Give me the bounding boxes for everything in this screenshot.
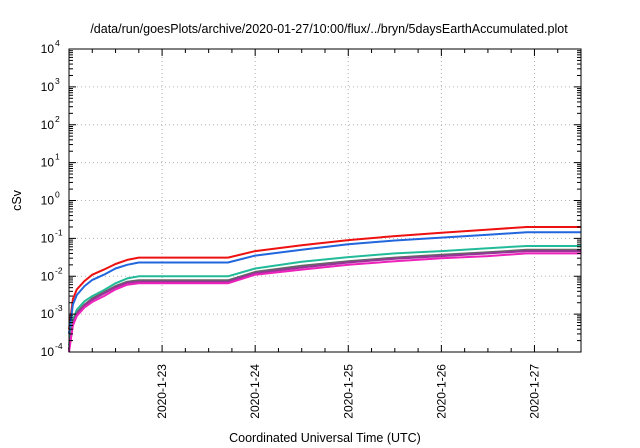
- y-tick-base: 10: [41, 80, 55, 94]
- y-tick-label: 10 -3: [41, 303, 63, 321]
- series-line-6: [68, 252, 581, 353]
- y-tick-label: 10 0: [41, 190, 60, 208]
- y-tick-label: 10 4: [41, 38, 60, 56]
- y-tick-exponent: -4: [55, 341, 63, 351]
- x-tick-label: 2020-1-26: [434, 364, 448, 419]
- grid: [69, 49, 581, 352]
- y-tick-base: 10: [41, 231, 55, 245]
- y-tick-exponent: 3: [55, 76, 60, 86]
- y-tick-label: 10 -2: [41, 265, 63, 283]
- y-tick-exponent: 0: [55, 190, 60, 200]
- x-tick-label: 2020-1-27: [527, 364, 541, 419]
- y-tick-base: 10: [41, 42, 55, 56]
- y-tick-base: 10: [41, 194, 55, 208]
- y-tick-label: 10 1: [41, 152, 60, 170]
- y-tick-exponent: -1: [55, 227, 63, 237]
- series-line-1: [68, 226, 581, 330]
- y-tick-exponent: 4: [55, 38, 60, 48]
- y-tick-label: 10 2: [41, 114, 60, 132]
- y-tick-base: 10: [41, 307, 55, 321]
- x-axis-label: Coordinated Universal Time (UTC): [229, 431, 421, 445]
- y-tick-label: 10 -4: [41, 341, 63, 359]
- y-tick-label: 10 3: [41, 76, 60, 94]
- x-tick-label: 2020-1-24: [248, 364, 262, 419]
- series-line-5: [68, 250, 581, 351]
- x-tick-label: 2020-1-25: [341, 364, 355, 419]
- x-axis-ticks: 2020-1-23 2020-1-24 2020-1-25 2020-1-26 2020…: [91, 49, 559, 419]
- y-tick-base: 10: [41, 269, 55, 283]
- y-tick-label: 10 -1: [41, 227, 63, 245]
- y-tick-exponent: 1: [55, 152, 60, 162]
- series-line-2: [68, 231, 581, 335]
- chart-title: /data/run/goesPlots/archive/2020-01-27/1…: [90, 22, 568, 36]
- y-tick-base: 10: [41, 156, 55, 170]
- y-tick-exponent: 2: [55, 114, 60, 124]
- x-tick-label: 2020-1-23: [155, 364, 169, 419]
- y-tick-exponent: -2: [55, 265, 63, 275]
- y-tick-exponent: -3: [55, 303, 63, 313]
- y-tick-base: 10: [41, 345, 55, 359]
- series-line-3: [68, 245, 581, 346]
- y-axis-label: cSv: [10, 189, 24, 211]
- y-tick-base: 10: [41, 118, 55, 132]
- series-lines: [68, 226, 581, 353]
